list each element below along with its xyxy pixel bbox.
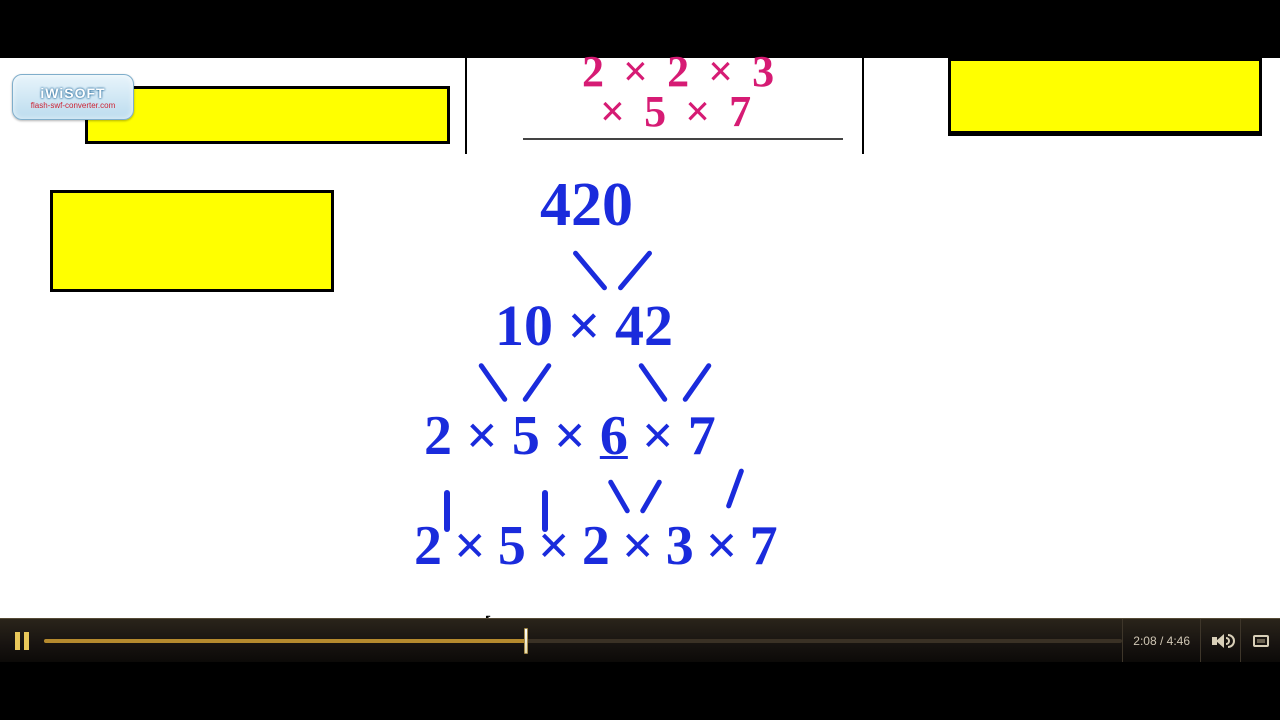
tree-branch (542, 490, 548, 532)
video-player-bar: 2:08 / 4:46 (0, 618, 1280, 662)
tree-branch (725, 468, 744, 509)
answer-underline (523, 138, 843, 140)
tree-branch (639, 479, 662, 514)
letterbox-bottom (0, 662, 1280, 720)
tree-root: 420 (540, 170, 633, 241)
watermark-url: flash-swf-converter.com (31, 101, 115, 110)
tree-branch (572, 250, 608, 292)
pause-icon (15, 632, 29, 650)
fullscreen-button[interactable] (1240, 619, 1280, 663)
answer-box-divider-right (862, 58, 864, 154)
tree-branch (444, 490, 450, 532)
tree-level-3: 2 × 5 × 2 × 3 × 7 (414, 514, 777, 578)
watermark-badge: iWiSOFT flash-swf-converter.com (12, 74, 134, 120)
watermark-brand: iWiSOFT (40, 85, 105, 101)
seek-played (44, 639, 526, 643)
tree-branch (682, 362, 712, 403)
fullscreen-icon (1253, 635, 1269, 647)
tree-branch (522, 362, 552, 403)
seek-playhead[interactable] (524, 628, 528, 654)
pause-button[interactable] (0, 619, 44, 663)
video-content: iWiSOFT flash-swf-converter.com 2 × 2 × … (0, 58, 1280, 618)
answer-line-2: × 5 × 7 (600, 86, 755, 137)
seek-bar[interactable] (44, 619, 1122, 663)
time-display: 2:08 / 4:46 (1122, 619, 1200, 663)
tree-level-1: 10 × 42 (495, 292, 673, 359)
volume-button[interactable] (1200, 619, 1240, 663)
yellow-box-top-right (948, 58, 1262, 136)
tree-underlined-6: 6 (600, 405, 628, 467)
answer-box-divider-left (465, 58, 467, 154)
tree-branch (607, 479, 630, 514)
yellow-box-mid-left (50, 190, 334, 292)
tree-branch (478, 362, 508, 403)
tree-branch (617, 250, 653, 292)
tree-level-2: 2 × 5 × 6 × 7 (424, 404, 716, 468)
tree-branch (638, 362, 668, 403)
yellow-box-top-left (85, 86, 450, 144)
speaker-icon (1212, 634, 1230, 648)
